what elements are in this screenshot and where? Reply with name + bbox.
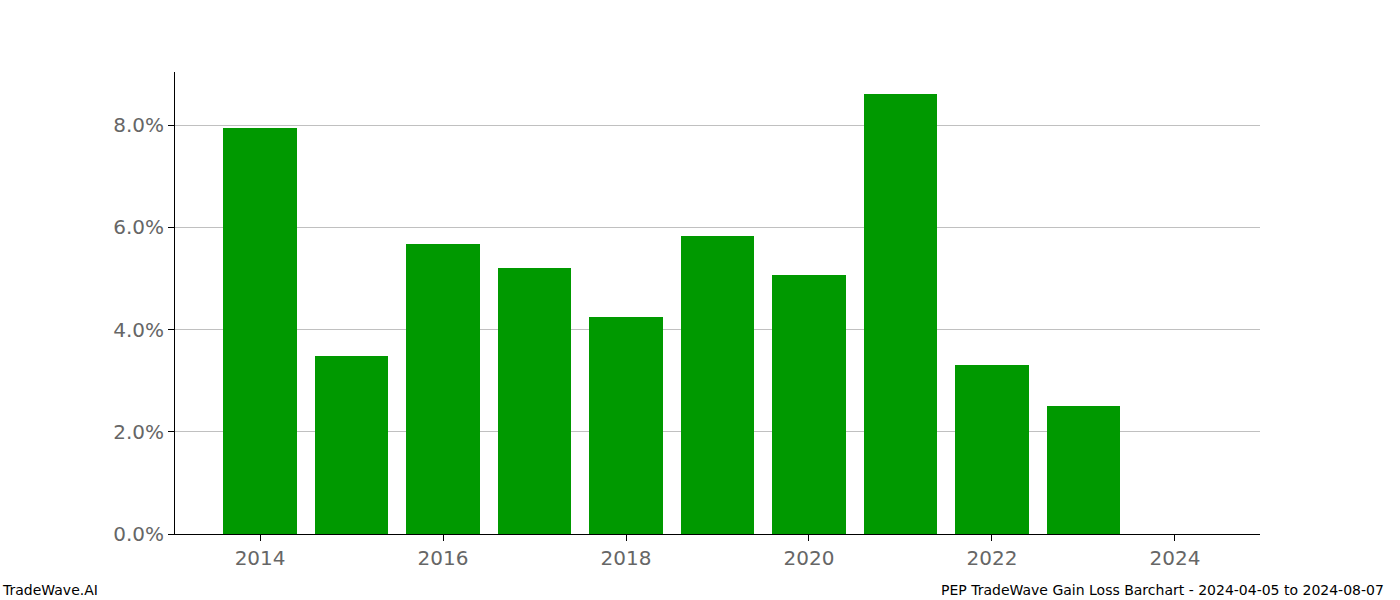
svg-text:2024: 2024 [1149,546,1200,570]
svg-text:PEP TradeWave Gain Loss Barcha: PEP TradeWave Gain Loss Barchart - 2024-… [941,582,1384,598]
svg-text:2020: 2020 [784,546,835,570]
svg-text:2022: 2022 [966,546,1017,570]
svg-text:2014: 2014 [235,546,286,570]
svg-text:2016: 2016 [418,546,469,570]
svg-text:0.0%: 0.0% [113,522,164,546]
svg-text:6.0%: 6.0% [113,215,164,239]
svg-text:8.0%: 8.0% [113,113,164,137]
svg-text:TradeWave.AI: TradeWave.AI [2,582,98,598]
svg-text:2.0%: 2.0% [113,420,164,444]
svg-text:2018: 2018 [601,546,652,570]
svg-text:4.0%: 4.0% [113,318,164,342]
